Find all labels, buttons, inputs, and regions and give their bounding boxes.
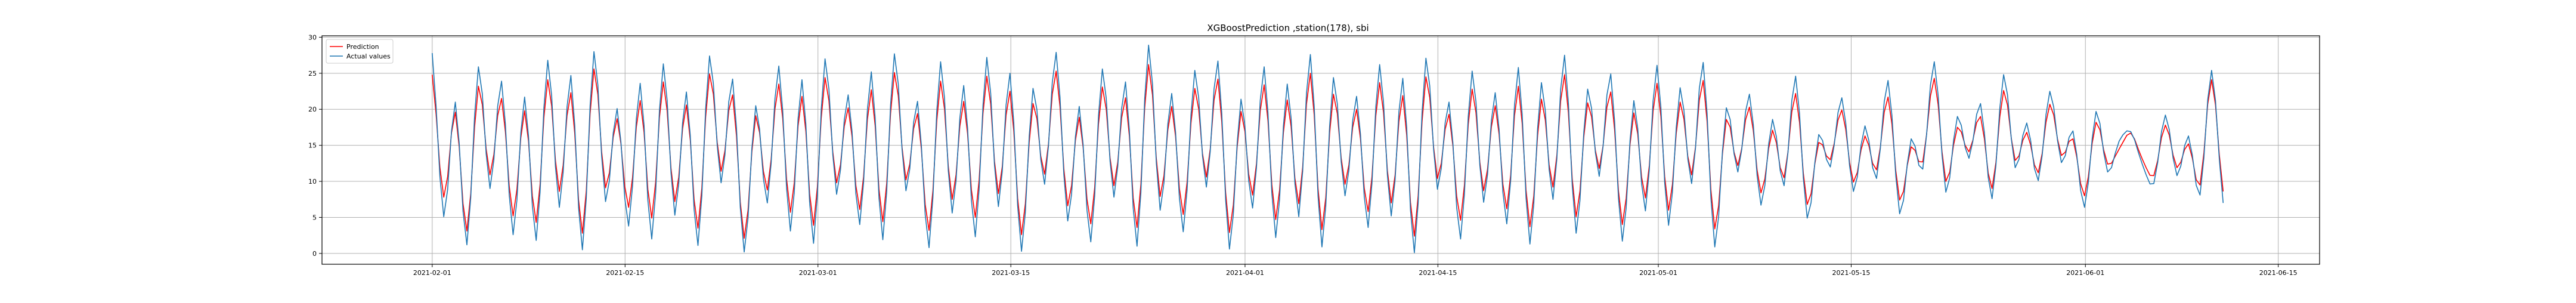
x-tick-label: 2021-02-15	[606, 269, 644, 277]
y-tick-label: 5	[312, 214, 317, 221]
y-tick-label: 20	[308, 106, 317, 113]
plot-frame	[321, 35, 2320, 265]
legend-label: Actual values	[346, 52, 391, 60]
y-tick-label: 0	[312, 250, 317, 258]
x-tick-label: 2021-03-01	[799, 269, 837, 277]
x-tick-label: 2021-04-15	[1419, 269, 1457, 277]
x-tick-label: 2021-04-01	[1226, 269, 1264, 277]
grid	[322, 36, 2320, 264]
chart-title: XGBoostPrediction ,station(178), sbi	[1207, 23, 1369, 33]
y-tick-label: 25	[308, 70, 317, 78]
legend-box	[326, 39, 394, 64]
series-line-actual-values	[432, 44, 2224, 253]
x-tick-label: 2021-02-01	[413, 269, 451, 277]
x-tick-label: 2021-06-01	[2066, 269, 2104, 277]
y-tick-label: 10	[308, 178, 317, 185]
axis-ticks: 0 5 10 15 20 25 30 2021-02-01 2021-02-15 2021-03-…	[308, 33, 2298, 277]
series-lines	[432, 44, 2224, 253]
y-tick-label: 15	[308, 142, 317, 150]
y-tick-label: 30	[308, 33, 317, 41]
legend-label: Prediction	[346, 43, 379, 51]
x-tick-label: 2021-05-15	[1832, 269, 1871, 277]
x-tick-label: 2021-06-15	[2259, 269, 2298, 277]
x-tick-label: 2021-05-01	[1639, 269, 1677, 277]
x-tick-label: 2021-03-15	[992, 269, 1030, 277]
